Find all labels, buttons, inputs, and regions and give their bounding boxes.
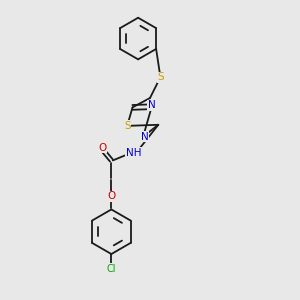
Text: O: O xyxy=(98,143,106,153)
Text: S: S xyxy=(157,72,164,82)
Text: S: S xyxy=(124,121,130,131)
Text: Cl: Cl xyxy=(106,264,116,274)
Text: N: N xyxy=(141,132,148,142)
Text: N: N xyxy=(148,100,156,110)
Text: O: O xyxy=(107,191,116,201)
Text: NH: NH xyxy=(126,148,141,158)
